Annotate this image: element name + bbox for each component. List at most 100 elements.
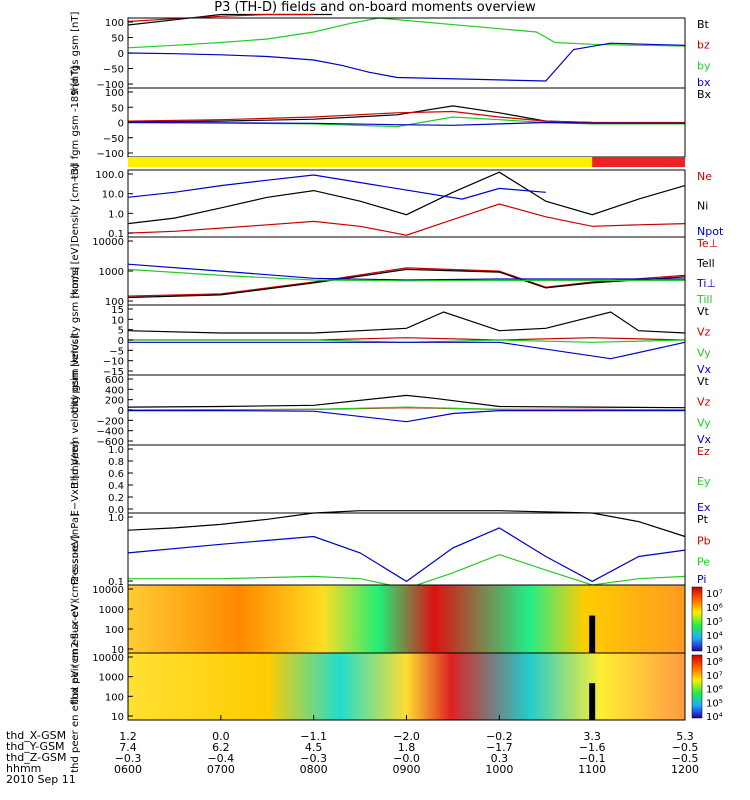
panel-bg-7: [128, 513, 685, 585]
legend-entry: Tell: [696, 257, 715, 270]
spectrogram-9: [128, 653, 685, 720]
footer-x_gsm-value: 5.3: [676, 730, 694, 743]
colorbar-8: [691, 586, 703, 652]
footer-y_gsm-value: 4.5: [304, 741, 323, 754]
panel-0: 100 50 0 −50 −100 thd fgs gsm [nT] Bt bz by bx: [70, 12, 711, 95]
legend-entry: Ti⊥: [696, 277, 716, 290]
footer-z_gsm-value: −0.3: [300, 752, 328, 765]
y-tick-label: −200: [97, 416, 124, 427]
y-axis-label: thd peem velocity gsm [km/s]: [70, 335, 81, 485]
series-bz: [127, 110, 685, 124]
y-axis-label: thd fgm gsm -189 [nT]: [70, 66, 81, 179]
y-tick-label: 100: [105, 692, 124, 703]
quality-bar-bad: [592, 157, 685, 167]
footer-y_gsm-value: −0.5: [671, 741, 699, 754]
legend-entry: Vz: [697, 326, 711, 339]
series-Te⊥: [127, 267, 686, 297]
y-tick-label: 0: [118, 119, 124, 130]
y-tick-label: −100: [97, 80, 124, 91]
series-Ni: [127, 171, 686, 225]
legend-entry: Vx: [697, 433, 712, 446]
legend-entry: Vt: [697, 375, 710, 388]
legend-entry: Pi: [697, 573, 706, 586]
y-tick-label: 100: [105, 625, 124, 636]
series-Pe: [128, 553, 686, 590]
legend-entry: Pb: [697, 534, 711, 547]
y-tick-label: −100: [97, 149, 124, 160]
series-Npot: [127, 174, 546, 200]
footer-x_gsm-value: 1.2: [119, 730, 137, 743]
footer-label-x: thd_X-GSM: [6, 729, 67, 742]
y-tick-label: 10.0: [102, 190, 124, 201]
colorbar-tick: 10³: [706, 645, 723, 656]
legend-entry: bz: [697, 39, 710, 52]
panel-bg-6: [128, 445, 685, 513]
y-axis-label: Density [cm−3]: [70, 164, 81, 243]
series-Till: [127, 268, 685, 282]
legend-entry: Vx: [697, 363, 712, 376]
footer-y_gsm-value: 7.4: [119, 741, 137, 754]
x-tick-label: 0900: [392, 763, 421, 776]
panel-7: 1.0 0.1 Pressure [nPa] Pt Pb Pe Pi: [70, 510, 711, 590]
y-tick-label: 5: [118, 326, 124, 337]
y-tick-label: 100: [105, 18, 124, 29]
y-tick-label: 10000: [92, 237, 124, 248]
footer-y_gsm-value: −1.7: [485, 741, 513, 754]
legend-entry: Ni: [697, 200, 708, 213]
panel-6: 1.00.80.60.40.20.0 E−VxB [mV/m] Ez Ey Ex: [70, 441, 711, 516]
panel-bg-2: [128, 170, 685, 237]
panel-1: 100 50 0 −50 −100 thd fgm gsm -189 [nT] Bx: [70, 66, 712, 179]
y-tick-label: 0: [118, 336, 124, 347]
y-tick-label: 1000: [99, 605, 124, 616]
legend-entry: Ez: [697, 445, 710, 458]
y-tick-label: 0.4: [108, 481, 124, 492]
spectrogram-gap: [589, 615, 596, 653]
y-tick-label: 10: [111, 315, 124, 326]
y-tick-label: 100: [105, 88, 124, 99]
x-tick-label: 0800: [299, 763, 328, 776]
series-Bt: [127, 13, 333, 26]
series-bz: [127, 13, 314, 23]
quality-bar-good: [128, 157, 593, 167]
y-tick-label: 15: [111, 305, 124, 316]
footer-x_gsm-value: −1.1: [300, 730, 328, 743]
y-tick-label: 0.1: [108, 229, 124, 240]
legend-entry: Vy: [697, 346, 711, 359]
footer-z_gsm-value: 0.3: [490, 752, 509, 765]
y-axis-label: thd peer en eflux eV (cm2-s-sr-eV): [70, 600, 81, 773]
y-tick-label: 0.1: [108, 577, 124, 588]
series-bx: [127, 121, 686, 126]
footer-z_gsm-value: −0.1: [578, 752, 606, 765]
x-tick-label: 1000: [485, 763, 514, 776]
y-tick-label: 10: [111, 645, 124, 656]
y-tick-label: 50: [111, 34, 124, 45]
footer-x_gsm-value: 0.0: [212, 730, 230, 743]
legend-entry: Ey: [697, 475, 711, 488]
y-tick-label: 1000: [99, 267, 124, 278]
y-tick-label: 1.0: [108, 445, 124, 456]
y-tick-label: 100.0: [95, 170, 124, 181]
y-tick-label: 100: [105, 297, 124, 308]
legend-entry: Vt: [697, 305, 710, 318]
colorbar-tick: 10⁵: [706, 698, 723, 709]
spectrogram-8: [128, 585, 685, 653]
colorbar-tick: 10⁷: [706, 589, 723, 600]
footer-x_gsm-value: −0.2: [485, 730, 513, 743]
footer-y_gsm-value: 6.2: [212, 741, 230, 754]
x-tick-label: 1200: [671, 763, 699, 776]
x-tick-label: 0700: [206, 763, 235, 776]
panel-8: 10⁷ 10⁶ 10⁵ 10⁴ 10³ 10000 1000 100 10 thd peir en…: [70, 534, 723, 703]
footer-z_gsm-value: −0.4: [207, 752, 235, 765]
y-axis-label: E−VxB [mV/m]: [70, 441, 81, 516]
colorbar-9: [691, 654, 703, 719]
footer-date: 2010 Sep 11: [6, 773, 76, 786]
colorbar-tick: 10⁷: [706, 671, 723, 682]
y-tick-label: 200: [105, 396, 124, 407]
y-axis-label: thd peim velocity gsm [km/s]: [70, 267, 81, 414]
colorbar-tick: 10⁴: [706, 631, 723, 642]
panel-bg-0: [128, 18, 685, 88]
legend-entry: Vz: [697, 396, 711, 409]
